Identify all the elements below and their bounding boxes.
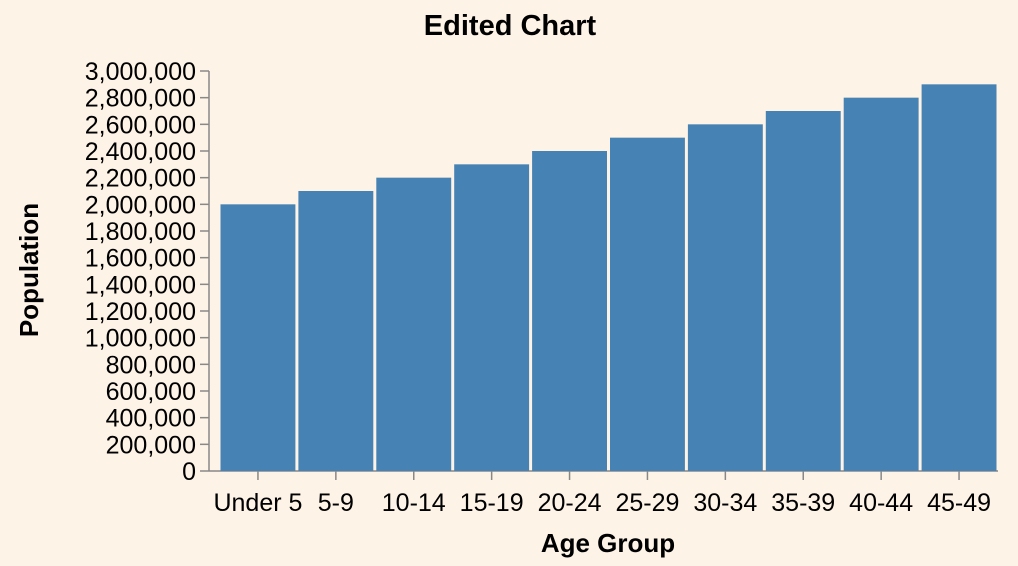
bar: [610, 137, 685, 471]
x-tick-label: 5-9: [318, 489, 354, 517]
bar: [376, 177, 452, 471]
bar: [687, 124, 763, 471]
y-tick-label: 1,800,000: [85, 218, 196, 246]
chart-title: Edited Chart: [424, 10, 597, 42]
x-axis: Under 5 5-9 10-14 15-19 20-24 25-29 30-34 35-39…: [209, 470, 998, 517]
x-tick-label: 15-19: [460, 489, 524, 517]
y-axis: 0200,000400,000600,000800,0001,000,0001,…: [85, 58, 210, 486]
x-tick-label: 20-24: [538, 489, 602, 517]
x-axis-title: Age Group: [541, 528, 675, 558]
y-tick-label: 2,400,000: [85, 138, 196, 166]
bar: [921, 84, 997, 471]
x-tick-label: 30-34: [693, 489, 757, 517]
y-tick-label: 400,000: [106, 405, 196, 433]
y-tick-label: 2,200,000: [85, 165, 196, 193]
y-tick-label: 3,000,000: [85, 58, 196, 86]
bar: [298, 191, 374, 471]
bar: [532, 151, 607, 471]
y-tick-label: 2,800,000: [85, 85, 196, 113]
x-tick-label: 10-14: [382, 489, 446, 517]
y-tick-label: 2,600,000: [85, 111, 196, 139]
y-axis-title: Population: [14, 203, 44, 337]
y-tick-label: 1,000,000: [85, 325, 196, 353]
y-tick-label: 0: [182, 458, 196, 486]
x-tick-label: Under 5: [213, 489, 302, 517]
bars: [220, 84, 997, 472]
y-tick-label: 1,200,000: [85, 298, 196, 326]
y-tick-label: 800,000: [106, 351, 196, 379]
x-tick-label: 40-44: [849, 489, 913, 517]
y-tick-label: 200,000: [106, 431, 196, 459]
y-tick-label: 1,600,000: [85, 245, 196, 273]
x-tick-label: 35-39: [771, 489, 835, 517]
y-tick-label: 1,400,000: [85, 271, 196, 299]
x-tick-label: 25-29: [615, 489, 679, 517]
x-tick-label: 45-49: [927, 489, 991, 517]
y-tick-label: 2,000,000: [85, 191, 196, 219]
bar: [765, 111, 841, 471]
bar: [843, 97, 919, 472]
bar: [454, 164, 530, 472]
y-tick-label: 600,000: [106, 378, 196, 406]
bar: [220, 204, 296, 472]
